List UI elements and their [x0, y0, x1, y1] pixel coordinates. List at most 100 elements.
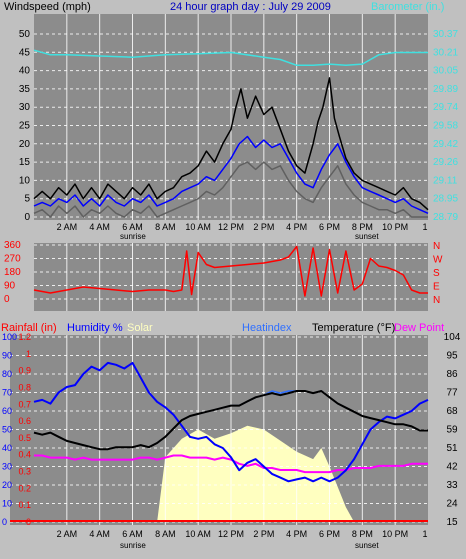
direction-y-tick: 90: [4, 281, 16, 292]
direction-y-tick: 360: [4, 240, 21, 251]
compass-label: N: [433, 241, 440, 252]
temperature-x-tick: 6 PM: [319, 529, 340, 539]
temperature-y-tick: 77: [446, 388, 458, 399]
direction-grid: [34, 243, 428, 311]
temperature-x-tick: 12 PM: [218, 529, 244, 539]
temperature-x-tick: 2 PM: [253, 529, 274, 539]
temperature-x-tick: 1: [422, 529, 427, 539]
legend-humidity: Humidity %: [67, 322, 123, 334]
temperature-x-tick: 2 AM: [57, 529, 78, 539]
humidity-line: [33, 361, 429, 483]
direction-line: [33, 245, 428, 297]
rainfall-y-tick: 0.7: [18, 399, 31, 409]
wind-gust-line: [33, 77, 429, 211]
barometer-y-tick: 30.37: [433, 29, 458, 40]
direction-y-tick: 180: [4, 267, 21, 278]
temperature-line: [33, 390, 428, 451]
rainfall-y-tick: 0.2: [18, 483, 31, 493]
temperature-x-tick: 4 AM: [89, 529, 110, 539]
wind-x-tick: 6 PM: [319, 222, 340, 232]
rainfall-y-tick: 0.9: [18, 366, 31, 376]
sunset-label-lower: sunset: [355, 541, 379, 550]
legend-dewpoint: Dew Point: [394, 322, 444, 334]
rainfall-y-tick: 1.2: [18, 332, 31, 342]
barometer-y-tick: 30.21: [433, 47, 458, 58]
wind-average-series: [33, 135, 429, 214]
barometer-y-tick: 29.42: [433, 139, 458, 150]
humidity-y-tick: 40: [2, 443, 12, 453]
rainfall-y-tick: 0.5: [18, 433, 31, 443]
barometer-y-tick: 28.79: [433, 212, 458, 223]
rainfall-y-tick: 0: [26, 517, 31, 527]
sunrise-label: sunrise: [120, 232, 146, 241]
temperature-y-tick: 24: [446, 499, 458, 510]
wind-x-tick: 8 PM: [352, 222, 373, 232]
temperature-y-tick: 51: [446, 443, 458, 454]
rainfall-y-tick: 0.6: [18, 416, 31, 426]
temperature-y-tick-labels: 104 95 86 77 68 59 51 42 33 24 15: [444, 332, 461, 528]
temperature-x-tick: 4 PM: [286, 529, 307, 539]
compass-label: N: [433, 295, 440, 306]
wind-y-tick: 20: [19, 139, 31, 150]
wind-x-tick: 10 PM: [382, 222, 408, 232]
rainfall-y-tick: 0.1: [18, 500, 31, 510]
direction-y-tick: 0: [4, 294, 10, 305]
humidity-y-tick: 70: [2, 388, 12, 398]
barometer-line: [33, 49, 428, 67]
wind-x-tick: 1: [422, 222, 427, 232]
dewpoint-series: [34, 454, 428, 474]
wind-y-tick: 45: [19, 47, 31, 58]
rainfall-y-tick: 0.8: [18, 382, 31, 392]
barometer-series: [33, 49, 428, 67]
temperature-y-tick: 86: [446, 369, 458, 380]
rainfall-y-tick: 1: [26, 349, 31, 359]
barometer-axis-label: Barometer (in.): [371, 1, 444, 13]
barometer-y-tick: 29.58: [433, 121, 458, 132]
humidity-y-tick: 30: [2, 462, 12, 472]
wind-x-tick: 10 AM: [185, 222, 211, 232]
wind-average-line: [33, 135, 429, 214]
wind-y-tick: 25: [19, 121, 31, 132]
wind-y-tick: 50: [19, 29, 31, 40]
humidity-y-tick: 100: [2, 332, 17, 342]
temperature-y-tick: 68: [446, 406, 458, 417]
legend-heatindex: Heatindex: [242, 322, 292, 334]
sunrise-label-lower: sunrise: [120, 541, 146, 550]
humidity-y-tick: 60: [2, 406, 12, 416]
compass-label: W: [433, 255, 443, 266]
compass-label: E: [433, 282, 440, 293]
humidity-y-tick: 0: [2, 517, 7, 527]
temperature-y-tick: 95: [446, 351, 458, 362]
humidity-y-tick: 50: [2, 425, 12, 435]
humidity-y-tick: 90: [2, 351, 12, 361]
legend-rainfall: Rainfall (in): [1, 322, 57, 334]
graph-title: 24 hour graph day : July 29 2009: [170, 1, 331, 13]
direction-y-tick: 270: [4, 254, 21, 265]
humidity-y-tick: 10: [2, 499, 12, 509]
wind-x-tick: 4 PM: [286, 222, 307, 232]
temperature-y-tick: 104: [444, 332, 461, 343]
temperature-y-tick: 59: [446, 425, 458, 436]
sunset-label: sunset: [355, 232, 379, 241]
temperature-x-tick: 10 AM: [185, 529, 211, 539]
legend-solar: Solar: [127, 322, 153, 334]
humidity-series: [33, 361, 429, 483]
temperature-y-tick: 15: [446, 517, 458, 528]
barometer-y-tick: 30.05: [433, 66, 458, 77]
wind-grid: [34, 14, 428, 220]
wind-y-tick: 0: [24, 212, 30, 223]
temperature-x-tick: 8 PM: [352, 529, 373, 539]
wind-y-tick: 35: [19, 84, 31, 95]
wind-y-tick: 40: [19, 66, 31, 77]
wind-low-line: [33, 161, 428, 218]
windspeed-axis-label: Windspeed (mph): [4, 1, 91, 13]
rainfall-y-tick-labels: 1.2 1 0.9 0.8 0.7 0.6 0.5 0.4 0.3 0.2 0.1 0: [18, 332, 31, 527]
wind-x-tick: 2 PM: [253, 222, 274, 232]
barometer-y-tick-labels: 30.37 30.21 30.05 29.89 29.74 29.58 29.42 29.26…: [433, 29, 458, 223]
wind-x-tick: 4 AM: [89, 222, 110, 232]
direction-y-tick-labels: 360 270 180 90 0: [4, 240, 21, 305]
barometer-y-tick: 28.95: [433, 194, 458, 205]
legend-temperature: Temperature (°F): [312, 322, 395, 334]
